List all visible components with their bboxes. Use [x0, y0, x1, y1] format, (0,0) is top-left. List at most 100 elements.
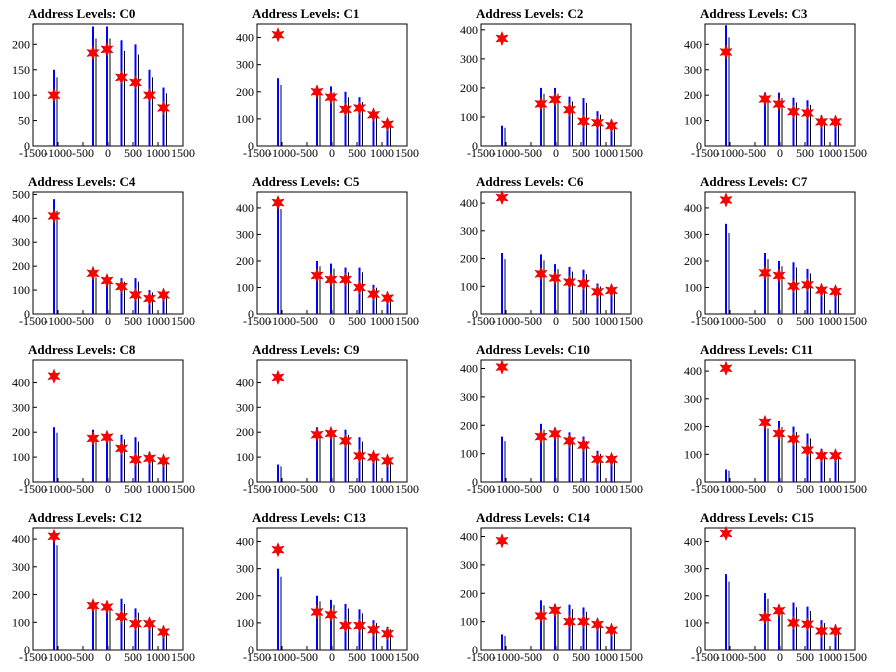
peak-marker — [271, 27, 285, 43]
peak-marker — [495, 189, 509, 206]
peak-marker — [366, 107, 381, 123]
y-tick-label: 0 — [472, 643, 478, 657]
y-tick-label: 0 — [472, 139, 478, 153]
x-tick-label: -1500 — [467, 314, 495, 328]
y-tick-label: 300 — [236, 58, 254, 72]
peak-marker — [758, 609, 772, 626]
x-tick-label: 0 — [105, 146, 111, 160]
x-tick-label: -1500 — [19, 314, 47, 328]
peak-marker — [338, 433, 353, 449]
peak-marker — [128, 287, 143, 303]
peak-marker — [156, 624, 171, 640]
y-tick-label: 0 — [696, 307, 702, 321]
y-tick-label: 300 — [684, 227, 702, 241]
y-tick-label: 200 — [12, 259, 30, 273]
peak-marker — [604, 451, 619, 468]
x-tick-label: 1500 — [619, 314, 643, 328]
y-tick-label: 400 — [460, 530, 478, 544]
x-tick-label: 1000 — [818, 650, 842, 664]
peak-marker — [352, 279, 367, 296]
y-tick-label: 400 — [236, 31, 254, 45]
x-tick-label: 0 — [777, 314, 783, 328]
x-tick-label: -500 — [296, 314, 318, 328]
x-tick-label: -1500 — [691, 650, 719, 664]
x-tick-label: -1500 — [19, 482, 47, 496]
x-tick-label: 1500 — [843, 650, 867, 664]
peak-marker — [47, 87, 61, 103]
x-tick-label: 0 — [329, 314, 335, 328]
y-tick-label: 200 — [684, 88, 702, 102]
y-tick-label: 150 — [12, 63, 30, 77]
x-tick-label: 1000 — [594, 146, 618, 160]
peak-marker — [786, 103, 801, 120]
x-tick-label: -500 — [520, 650, 542, 664]
peak-marker — [800, 105, 815, 121]
y-tick-label: 100 — [684, 447, 702, 461]
peak-marker — [590, 616, 605, 633]
y-tick-label: 100 — [236, 450, 254, 464]
peak-marker — [548, 270, 562, 286]
peak-marker — [100, 272, 114, 289]
x-tick-label: 1000 — [370, 146, 394, 160]
y-tick-label: 200 — [236, 254, 254, 268]
peak-marker — [828, 283, 843, 300]
peak-marker — [156, 453, 171, 469]
peak-marker — [142, 87, 157, 103]
panel-title: Address Levels: C13 — [252, 510, 366, 525]
x-tick-label: 1000 — [594, 314, 618, 328]
peak-marker — [772, 602, 786, 619]
x-tick-label: -1000 — [268, 650, 296, 664]
x-tick-label: 1000 — [146, 146, 170, 160]
x-tick-label: -1000 — [716, 482, 744, 496]
peak-marker — [47, 208, 61, 224]
y-tick-label: 100 — [236, 280, 254, 294]
panel-title: Address Levels: C11 — [700, 342, 813, 357]
x-tick-label: -1000 — [492, 482, 520, 496]
peak-marker — [310, 267, 324, 284]
x-tick-label: 1000 — [370, 482, 394, 496]
panel-title: Address Levels: C9 — [252, 342, 360, 357]
x-tick-label: 1000 — [146, 482, 170, 496]
peak-marker — [128, 74, 143, 91]
x-tick-label: -1000 — [492, 314, 520, 328]
peak-marker — [366, 621, 381, 638]
panel-title: Address Levels: C2 — [476, 6, 583, 21]
x-tick-label: 0 — [329, 482, 335, 496]
x-tick-label: 1500 — [619, 146, 643, 160]
histogram-panel: Address Levels: C9 0 100 200 300 400 -1500-100… — [236, 342, 419, 496]
y-tick-label: 400 — [460, 23, 478, 37]
x-tick-label: 1500 — [843, 482, 867, 496]
peak-marker — [86, 430, 100, 447]
x-tick-label: -500 — [744, 650, 766, 664]
y-tick-label: 300 — [460, 558, 478, 572]
y-tick-label: 100 — [460, 110, 478, 124]
x-tick-label: -1500 — [691, 482, 719, 496]
x-tick-label: 1500 — [395, 650, 419, 664]
histogram-panel: Address Levels: C12 0 100 200 300 400 -1500-10… — [12, 510, 195, 664]
x-tick-label: 500 — [348, 314, 366, 328]
peak-marker — [758, 265, 772, 281]
x-tick-label: -500 — [72, 314, 94, 328]
x-tick-label: -500 — [296, 146, 318, 160]
histogram-panel: Address Levels: C11 0 100 200 300 400 -1500-10… — [684, 342, 867, 496]
histogram-panel: Address Levels: C14 0 100 200 300 400 -1500-10… — [460, 510, 643, 664]
y-tick-label: 400 — [12, 532, 30, 546]
x-tick-label: 1000 — [594, 482, 618, 496]
histogram-panel: Address Levels: C3 0 100 200 300 400 -1500-100… — [684, 6, 867, 160]
peak-marker — [828, 114, 843, 130]
y-tick-label: 100 — [684, 280, 702, 294]
y-tick-label: 200 — [12, 37, 30, 51]
y-tick-label: 200 — [236, 85, 254, 99]
peak-marker — [338, 271, 353, 288]
panel-title: Address Levels: C1 — [252, 6, 359, 21]
x-tick-label: 500 — [348, 650, 366, 664]
y-tick-label: 400 — [460, 362, 478, 376]
peak-marker — [142, 450, 157, 467]
x-tick-label: 500 — [124, 146, 142, 160]
x-tick-label: -1000 — [716, 650, 744, 664]
peak-marker — [719, 192, 733, 208]
peak-marker — [828, 623, 843, 639]
peak-marker — [310, 84, 324, 100]
x-tick-label: 500 — [572, 482, 590, 496]
peak-marker — [271, 194, 285, 211]
